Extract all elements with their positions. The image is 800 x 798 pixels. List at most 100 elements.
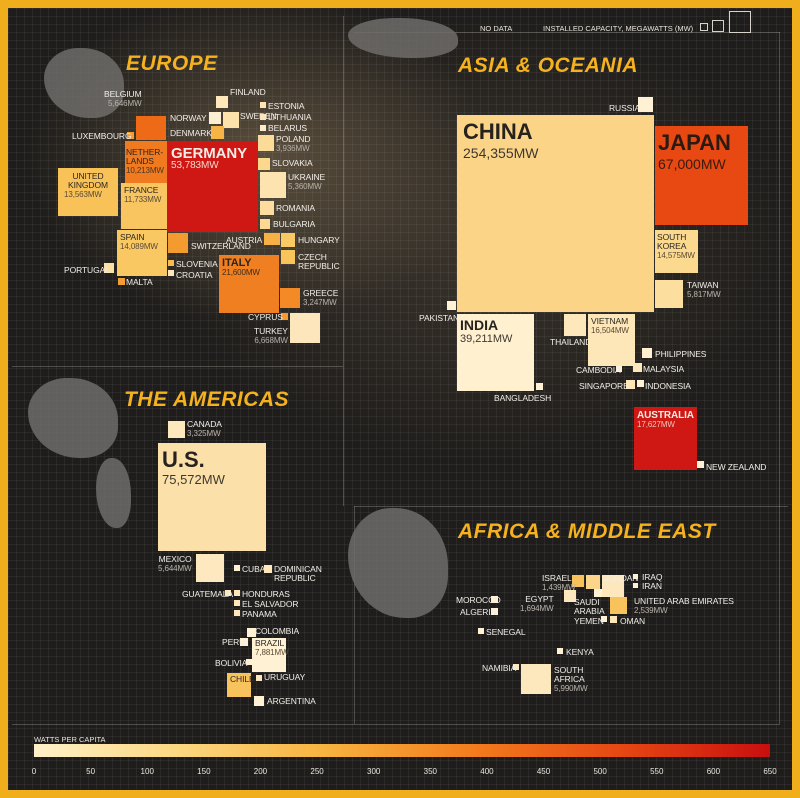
mexico-square xyxy=(196,554,224,582)
egypt-value: 1,694MW xyxy=(520,604,554,613)
watts-per-capita-label: WATTS PER CAPITA xyxy=(34,735,106,744)
south-korea-name: SOUTH KOREA xyxy=(657,232,687,251)
finland-label: FINLAND xyxy=(230,87,266,97)
belgium-value: 5,646MW xyxy=(108,99,142,108)
thailand-square xyxy=(564,314,586,336)
asia-map-silhouette xyxy=(348,18,458,58)
infographic-frame: NO DATA INSTALLED CAPACITY, MEGAWATTS (M… xyxy=(8,8,792,790)
poland-label: POLAND 3,936MW xyxy=(276,135,310,154)
germany-square xyxy=(167,141,258,232)
russia-label: RUSSIA xyxy=(609,103,641,113)
bulgaria-square xyxy=(260,219,270,229)
australia-label: AUSTRALIA 17,627MW xyxy=(637,410,694,430)
netherlands-square xyxy=(125,141,167,183)
south-korea-label: SOUTH KOREA 14,575MW xyxy=(657,232,697,261)
south-africa-label: SOUTH AFRICA 5,990MW xyxy=(554,666,590,694)
us-label: U.S. 75,572MW xyxy=(162,449,225,487)
colorbar-tick-label: 250 xyxy=(310,767,324,776)
brazil-square xyxy=(252,638,286,672)
namibia-square xyxy=(513,664,519,670)
greece-square xyxy=(280,288,300,308)
australia-name: AUSTRALIA xyxy=(637,410,694,421)
divider-horizontal-europe xyxy=(12,366,343,367)
dominican-label: DOMINICAN REPUBLIC xyxy=(274,564,322,583)
americas-map-silhouette xyxy=(28,378,118,458)
thailand-label: THAILAND xyxy=(550,337,592,347)
spain-value: 14,089MW xyxy=(120,242,158,251)
norway-label: NORWAY xyxy=(170,113,207,123)
portugal-square xyxy=(104,263,114,273)
yemen-label: YEMEN xyxy=(574,616,604,626)
iran-square xyxy=(633,583,638,588)
argentina-square xyxy=(254,696,264,706)
belarus-label: BELARUS xyxy=(268,123,307,133)
china-name: CHINA xyxy=(463,119,533,144)
vietnam-square xyxy=(588,314,635,366)
new-zealand-label: NEW ZEALAND xyxy=(706,462,767,472)
senegal-label: SENEGAL xyxy=(486,627,526,637)
slovakia-label: SLOVAKIA xyxy=(272,158,313,168)
turkey-square xyxy=(290,313,320,343)
watts-per-capita-colorbar xyxy=(34,744,770,757)
panama-square xyxy=(234,610,240,616)
guatemala-square xyxy=(225,590,231,596)
uae-square xyxy=(610,597,627,614)
new-zealand-square xyxy=(697,461,704,468)
morocco-square xyxy=(491,596,498,603)
cyprus-label: CYPRUS xyxy=(248,312,283,322)
colorbar-tick-label: 550 xyxy=(650,767,664,776)
uruguay-square xyxy=(256,675,262,681)
croatia-square xyxy=(168,270,174,276)
chile-label: CHILE xyxy=(230,674,255,684)
divider-bottom xyxy=(12,724,780,725)
pakistan-label: PAKISTAN xyxy=(419,313,459,323)
japan-name: JAPAN xyxy=(658,130,731,155)
greece-label: GREECE 3,247MW xyxy=(303,289,338,308)
netherlands-name: NETHER-LANDS xyxy=(126,147,164,166)
guatemala-label: GUATEMALA xyxy=(182,589,233,599)
vietnam-value: 16,504MW xyxy=(591,326,629,335)
colorbar-tick-label: 350 xyxy=(423,767,437,776)
canada-name: CANADA xyxy=(187,419,222,429)
united-kingdom-square xyxy=(58,168,118,216)
middle-east-cluster-square xyxy=(602,575,624,597)
algeria-square xyxy=(491,608,498,615)
egypt-name: EGYPT xyxy=(525,594,554,604)
cyprus-square xyxy=(281,313,288,320)
israel-value: 1,439MW xyxy=(542,583,576,592)
uae-name: UNITED ARAB EMIRATES xyxy=(634,596,734,606)
china-value: 254,355MW xyxy=(463,145,539,161)
austria-label: AUSTRIA xyxy=(226,235,263,245)
singapore-label: SINGAPORE xyxy=(579,381,629,391)
divider-horizontal-asia xyxy=(354,506,788,507)
saudi-arabia-square xyxy=(594,589,602,597)
divider-vertical-africa xyxy=(354,506,355,724)
austria-square xyxy=(264,233,280,245)
vietnam-name: VIETNAM xyxy=(591,316,629,326)
ukraine-value: 5,360MW xyxy=(288,182,322,191)
sweden-label: SWEDEN xyxy=(240,111,277,121)
brazil-name: BRAZIL xyxy=(255,638,285,648)
turkey-value: 6,668MW xyxy=(254,336,288,345)
spain-name: SPAIN xyxy=(120,232,145,242)
china-label: CHINA 254,355MW xyxy=(463,119,539,161)
israel-square xyxy=(572,575,584,587)
bulgaria-label: BULGARIA xyxy=(273,219,316,229)
hungary-square xyxy=(281,233,295,247)
netherlands-label: NETHER-LANDS 10,213MW xyxy=(126,147,166,176)
japan-label: JAPAN 67,000MW xyxy=(658,130,731,172)
italy-value: 21,600MW xyxy=(222,268,260,277)
italy-name: ITALY xyxy=(222,257,252,269)
jordan-square xyxy=(586,575,600,589)
germany-name: GERMANY xyxy=(171,145,247,162)
bolivia-square xyxy=(246,659,252,665)
slovakia-square xyxy=(258,158,270,170)
colorbar-tick-label: 200 xyxy=(253,767,268,776)
uae-value: 2,539MW xyxy=(634,606,668,615)
france-label: FRANCE 11,733MW xyxy=(124,186,161,205)
romania-square xyxy=(260,201,274,215)
malaysia-square xyxy=(633,363,642,372)
switzerland-square xyxy=(168,233,188,253)
luxembourg-square xyxy=(127,132,134,139)
greece-value: 3,247MW xyxy=(303,298,337,307)
